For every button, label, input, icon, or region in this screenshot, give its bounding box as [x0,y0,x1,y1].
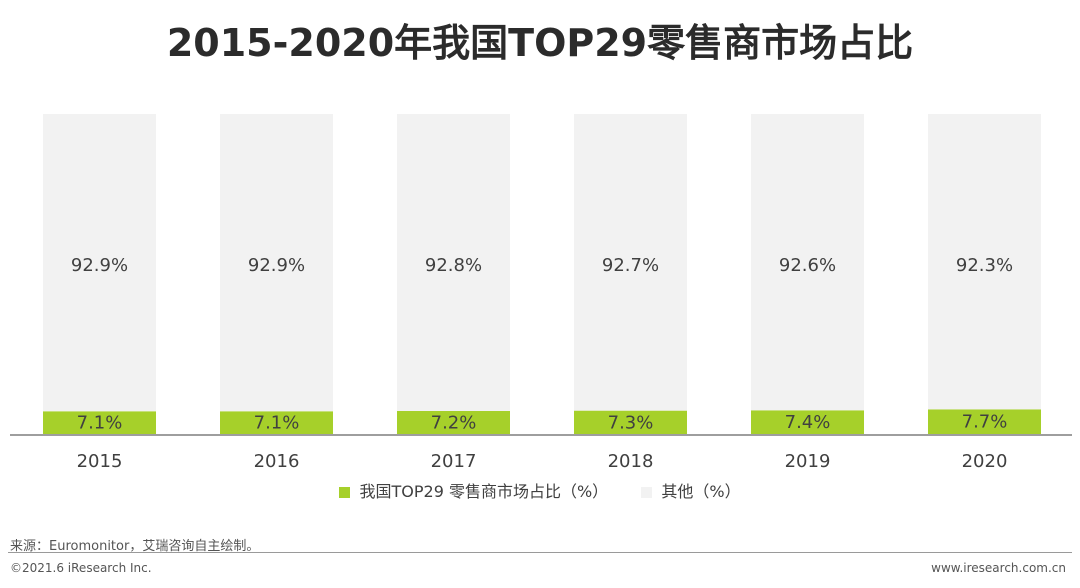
data-label-other-2018: 92.7% [602,255,659,276]
data-label-top29-2016: 7.1% [254,413,300,434]
x-tick-label-2020: 2020 [962,451,1008,472]
bar-other-2020 [928,114,1041,410]
legend-item-top29: 我国TOP29 零售商市场占比（%） [339,478,608,502]
bar-other-2019 [751,114,864,411]
bar-top29-2016 [220,411,333,434]
data-label-other-2019: 92.6% [779,255,836,276]
bar-top29-2018 [574,410,687,434]
footer-divider [8,552,1072,553]
data-label-top29-2018: 7.3% [608,412,654,433]
data-label-other-2017: 92.8% [425,255,482,276]
bar-top29-2017 [397,410,510,434]
bar-other-2015 [43,114,156,412]
data-label-top29-2019: 7.4% [785,412,831,433]
legend-label-top29: 我国TOP29 零售商市场占比（%） [359,482,609,501]
copyright-text: ©2021.6 iResearch Inc. [10,561,152,575]
data-label-top29-2020: 7.7% [962,412,1008,433]
bar-top29-2020 [928,409,1041,434]
bar-other-2017 [397,114,510,411]
chart-legend: 我国TOP29 零售商市场占比（%） 其他（%） [0,478,1080,502]
x-tick-label-2018: 2018 [608,451,654,472]
source-note: 来源：Euromonitor，艾瑞咨询自主绘制。 [10,539,260,554]
x-tick-label-2019: 2019 [785,451,831,472]
x-tick-label-2017: 2017 [431,451,477,472]
bar-top29-2015 [43,411,156,434]
x-tick-label-2015: 2015 [77,451,123,472]
chart-title: 2015-2020年我国TOP29零售商市场占比 [166,21,914,65]
legend-label-other: 其他（%） [661,482,741,501]
legend-swatch-other [641,487,653,498]
data-label-other-2020: 92.3% [956,255,1013,276]
bar-other-2016 [220,114,333,412]
data-label-other-2016: 92.9% [248,255,305,276]
legend-item-other: 其他（%） [641,478,741,502]
x-tick-label-2016: 2016 [254,451,300,472]
data-label-top29-2015: 7.1% [77,413,123,434]
bar-top29-2019 [751,410,864,434]
legend-swatch-top29 [339,487,351,498]
website-link[interactable]: www.iresearch.com.cn [931,561,1066,575]
bar-other-2018 [574,114,687,411]
data-label-top29-2017: 7.2% [431,412,477,433]
data-label-other-2015: 92.9% [71,255,128,276]
